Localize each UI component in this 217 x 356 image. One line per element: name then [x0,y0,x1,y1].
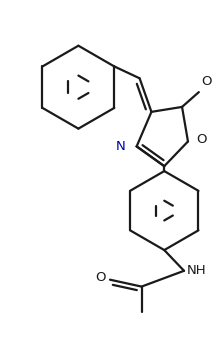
Text: N: N [116,140,126,153]
Text: NH: NH [187,264,207,277]
Text: O: O [201,75,211,88]
Text: O: O [95,271,106,284]
Text: O: O [197,133,207,146]
